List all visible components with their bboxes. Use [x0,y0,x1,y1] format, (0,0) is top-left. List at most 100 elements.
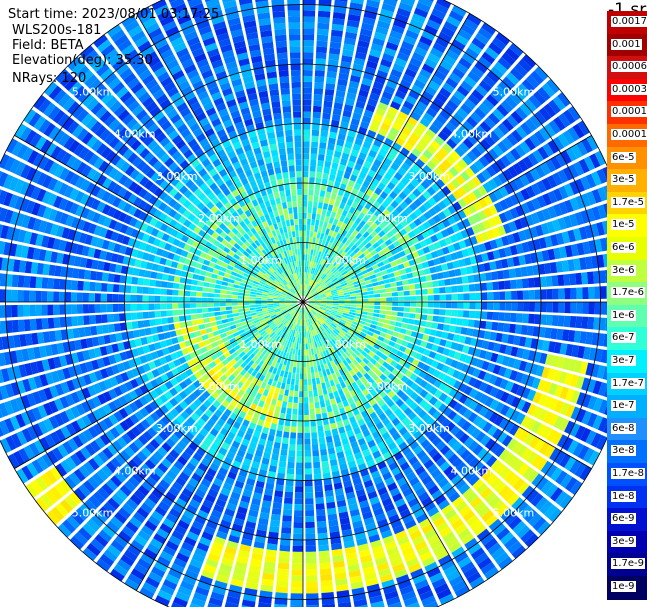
gate-cell [384,590,399,600]
gate-cell [539,314,547,325]
gate-cell [449,277,457,285]
gate-cell [341,282,348,287]
gate-cell [303,117,311,124]
gate-cell [362,140,372,150]
gate-cell [342,253,349,260]
gate-cell [450,359,459,369]
gate-cell [305,569,318,576]
gate-cell [385,357,393,364]
gate-cell [424,392,433,402]
gate-cell [409,373,418,382]
gate-cell [381,90,393,100]
gate-cell [290,587,303,594]
gate-cell [402,317,409,324]
gate-cell [309,402,315,409]
gate-cell [418,518,431,529]
gate-cell [557,315,565,327]
gate-cell [380,58,393,68]
gate-cell [321,259,327,266]
gate-cell [303,391,308,398]
gate-cell [582,287,589,300]
gate-cell [94,293,101,302]
gate-cell [308,304,314,308]
gate-cell [344,323,351,329]
gate-cell [522,349,530,360]
gate-cell [370,222,378,230]
gate-cell [488,495,501,508]
gate-cell [362,357,370,365]
gate-cell [219,302,226,307]
gate-cell [318,340,323,347]
gate-cell [345,166,353,174]
gate-cell [341,474,351,482]
gate-cell [329,324,336,330]
gate-cell [327,179,335,187]
gate-cell [534,66,549,81]
gate-cell [432,315,440,322]
gate-cell [334,262,341,268]
gate-cell [334,253,340,260]
gate-cell [303,278,306,285]
gate-cell [435,92,448,104]
gate-cell [368,302,375,305]
gate-cell [467,203,477,214]
gate-cell [433,516,446,528]
gate-cell [321,316,328,321]
gate-cell [538,326,546,338]
gate-cell [494,376,503,388]
gate-cell [166,303,173,310]
gate-cell [564,477,578,492]
gate-cell [363,109,374,118]
gate-cell [432,42,447,54]
gate-cell [563,315,571,328]
gate-cell [307,312,311,319]
gate-cell [333,150,342,158]
gate-cell [308,248,311,255]
gate-cell [580,210,590,224]
gate-cell [499,378,509,390]
gate-cell [441,482,453,494]
gate-cell [554,400,565,414]
gate-cell [382,246,391,254]
gate-cell [367,369,375,377]
gate-cell [516,444,528,458]
gate-cell [304,420,310,427]
gate-cell [392,240,401,248]
gate-cell [307,272,311,279]
gate-cell [343,480,353,488]
gate-cell [425,274,433,282]
gate-cell [353,209,361,217]
gate-cell [453,242,461,251]
gate-cell [178,309,185,316]
gate-cell [364,276,371,282]
gate-cell [325,349,330,357]
gate-cell [322,275,328,281]
gate-cell [435,231,444,241]
gate-cell [380,162,390,172]
gate-cell [488,130,501,143]
gate-cell [275,484,284,492]
gate-cell [306,587,319,594]
gate-cell [525,214,535,227]
gate-cell [530,338,539,349]
gate-cell [456,461,468,473]
gate-cell [552,219,561,232]
gate-cell [316,46,328,54]
gate-cell [324,310,331,314]
gate-cell [379,96,391,106]
gate-cell [536,521,551,536]
gate-cell [443,564,458,577]
gate-cell [291,414,298,421]
gate-cell [306,292,311,298]
gate-cell [445,49,460,61]
gate-cell [370,164,379,173]
gate-cell [326,210,332,217]
gate-cell [414,540,428,551]
gate-cell [303,171,309,178]
gate-cell [343,325,350,331]
gate-cell [454,523,468,535]
gate-cell [432,452,443,463]
gate-cell [553,415,564,429]
gate-cell [436,362,445,371]
gate-cell [369,411,378,420]
